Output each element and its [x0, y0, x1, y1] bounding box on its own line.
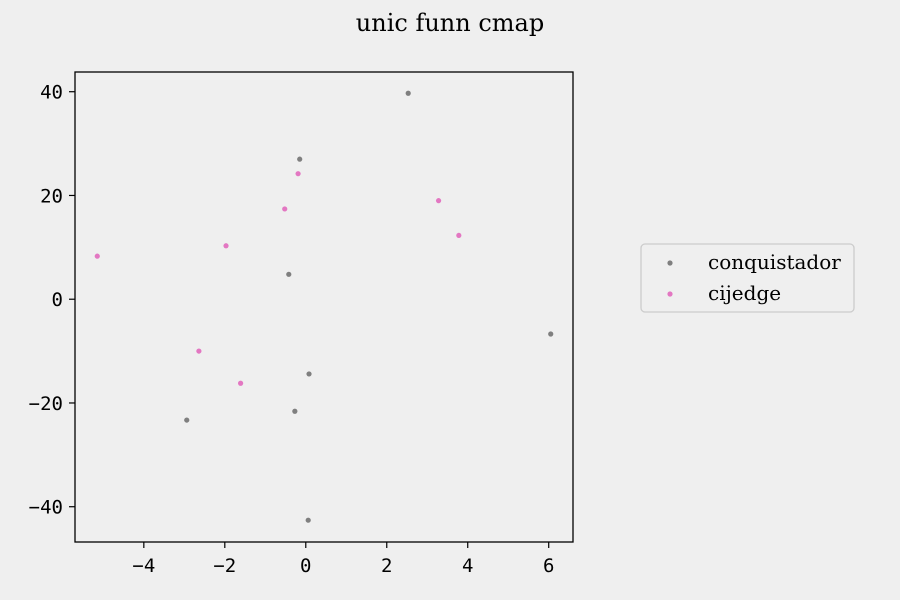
- data-point-conquistador: [405, 90, 411, 96]
- data-point-cijedge: [237, 380, 244, 386]
- legend-label-cijedge: cijedge: [708, 281, 781, 305]
- legend-box: [640, 243, 855, 313]
- data-point-cijedge: [223, 243, 229, 249]
- legend: conquistador cijedge: [640, 243, 855, 313]
- data-point-cijedge: [435, 198, 442, 204]
- y-tick-label: 20: [40, 185, 63, 207]
- legend-marker-cijedge: [667, 291, 673, 297]
- data-point-conquistador: [306, 371, 312, 377]
- data-point-cijedge: [196, 348, 202, 354]
- axes-frame: [74, 71, 574, 543]
- data-point-conquistador: [286, 271, 292, 277]
- legend-label-conquistador: conquistador: [708, 250, 841, 274]
- x-tick-label: 4: [462, 555, 473, 577]
- data-point-conquistador: [184, 417, 190, 423]
- data-point-cijedge: [282, 206, 288, 212]
- x-tick-label: 2: [381, 555, 392, 577]
- data-point-cijedge: [295, 171, 301, 177]
- data-point-cijedge: [456, 232, 462, 239]
- data-point-conquistador: [305, 517, 311, 523]
- y-tick-label: 0: [52, 289, 63, 311]
- y-tick-label: −20: [29, 393, 63, 415]
- x-tick-label: −4: [132, 555, 155, 577]
- y-tick-label: −40: [29, 497, 63, 519]
- y-tick-label: 40: [40, 82, 63, 104]
- legend-marker-conquistador: [667, 260, 673, 266]
- x-tick-label: 6: [543, 555, 554, 577]
- data-point-conquistador: [292, 408, 298, 414]
- chart-title: unic funn cmap: [356, 9, 544, 37]
- x-tick-label: 0: [300, 555, 311, 577]
- x-tick-label: −2: [213, 555, 236, 577]
- data-point-conquistador: [297, 156, 303, 162]
- data-point-conquistador: [548, 331, 554, 337]
- data-point-cijedge: [94, 253, 100, 259]
